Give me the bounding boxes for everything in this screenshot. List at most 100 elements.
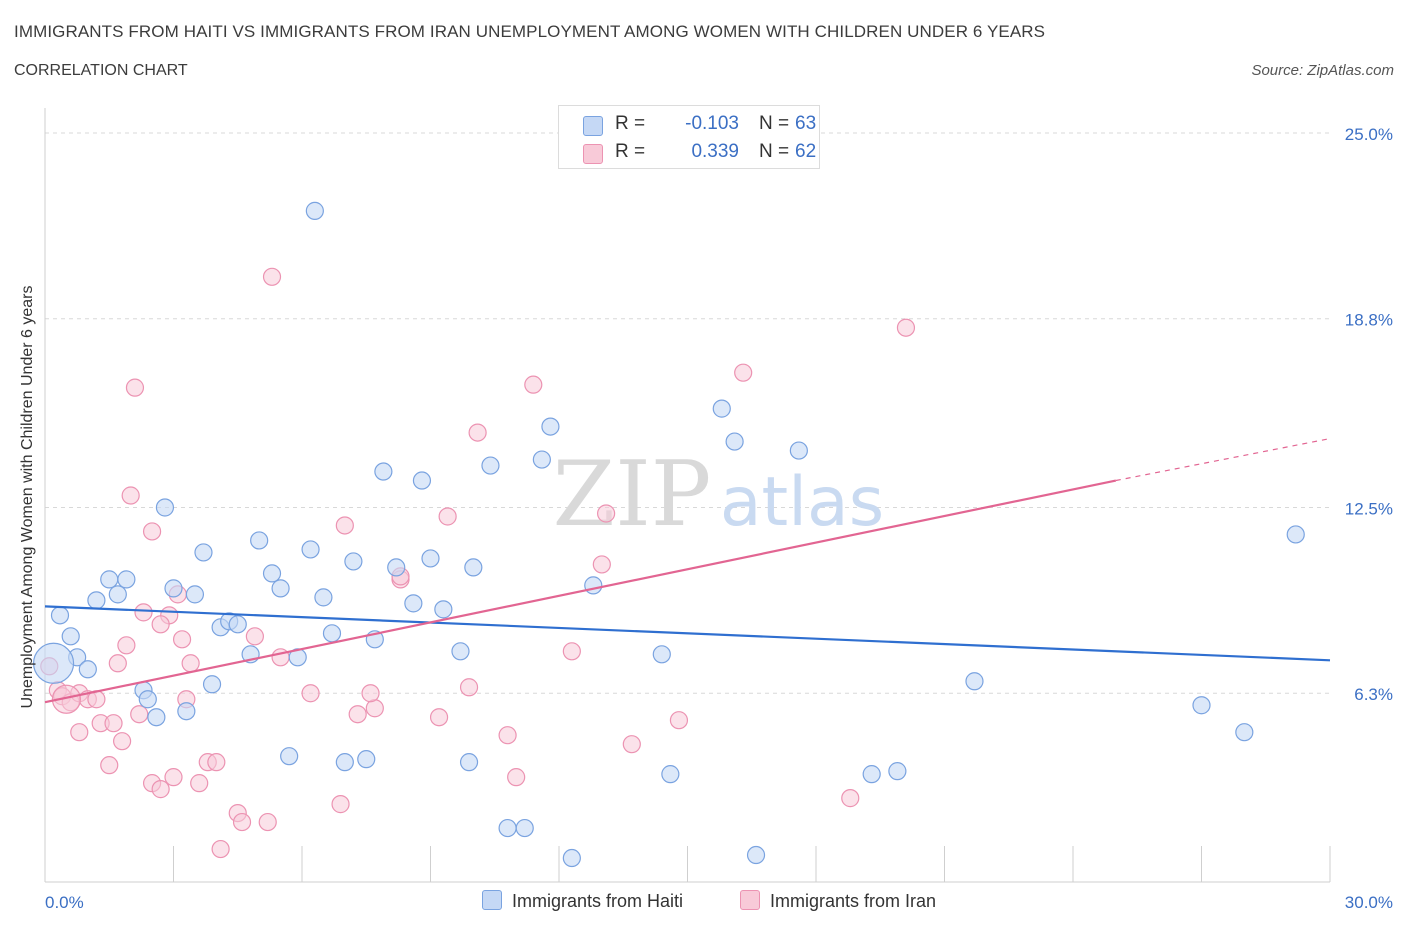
iran-trend-line <box>44 479 1117 704</box>
haiti-point <box>335 753 354 772</box>
haiti-point <box>421 549 440 568</box>
correlation-legend: R = -0.103 N = 63 R = 0.339 N = 62 <box>558 105 820 169</box>
iran-point <box>896 318 916 337</box>
chart-title: IMMIGRANTS FROM HAITI VS IMMIGRANTS FROM… <box>14 22 1046 41</box>
iran-point <box>361 684 380 703</box>
iran-point <box>211 839 230 859</box>
iran-point <box>734 363 753 382</box>
haiti-point <box>147 708 166 727</box>
haiti-point <box>228 615 247 634</box>
source-label: Source: ZipAtlas.com <box>1251 62 1394 79</box>
haiti-point <box>1286 525 1305 544</box>
haiti-point <box>280 747 299 766</box>
y-tick-label: 12.5% <box>1345 499 1393 518</box>
haiti-point <box>155 498 175 517</box>
iran-point <box>335 516 354 535</box>
iran-point <box>117 636 136 655</box>
iran-point <box>562 642 581 661</box>
haiti-point <box>164 579 183 598</box>
iran-point <box>190 774 209 793</box>
haiti-point <box>562 848 581 868</box>
iran-point <box>622 735 641 754</box>
iran-point <box>841 789 860 808</box>
haiti-point <box>661 765 680 784</box>
iran-point <box>245 627 264 646</box>
iran-legend-label: Immigrants from Iran <box>770 891 937 911</box>
haiti-point <box>652 645 671 664</box>
haiti-point <box>459 753 479 772</box>
haiti-point <box>185 585 205 604</box>
haiti-point <box>862 765 881 784</box>
haiti-trend-line <box>44 605 1331 662</box>
iran-point <box>301 684 320 703</box>
iran-point <box>348 705 367 724</box>
haiti-point <box>1235 723 1254 742</box>
haiti-point <box>87 591 106 610</box>
axes <box>44 108 1331 883</box>
iran-point <box>151 615 170 634</box>
iran-point <box>429 708 449 727</box>
haiti-point <box>374 462 393 481</box>
haiti-legend-label: Immigrants from Haiti <box>512 891 684 911</box>
trend-lines <box>44 437 1331 704</box>
y-axis-label: Unemployment Among Women with Children U… <box>19 285 36 709</box>
bottom-legend-haiti: Immigrants from Haiti <box>482 890 683 912</box>
iran-legend-swatch <box>740 890 760 910</box>
haiti-point <box>541 417 560 436</box>
iran-point <box>112 732 132 751</box>
haiti-point <box>404 594 423 613</box>
haiti-point <box>464 558 483 577</box>
haiti-point <box>138 690 157 709</box>
haiti-points <box>32 201 1305 868</box>
iran-point <box>438 507 457 526</box>
iran-point <box>104 714 123 733</box>
bottom-legend-iran: Immigrants from Iran <box>740 890 936 912</box>
iran-n-value: 62 <box>795 141 817 162</box>
iran-point <box>164 768 183 787</box>
iran-point <box>207 753 226 772</box>
haiti-n-value: 63 <box>795 113 817 134</box>
x-tick-label: 0.0% <box>45 893 84 912</box>
haiti-point <box>451 642 470 661</box>
haiti-point <box>412 471 432 490</box>
grid-lines <box>45 132 1330 694</box>
haiti-point <box>789 441 808 460</box>
watermark-zip: ZIP <box>553 442 712 547</box>
haiti-point <box>357 750 376 769</box>
iran-trend-extension <box>1115 437 1331 482</box>
n-label: N = <box>759 113 790 134</box>
haiti-point <box>387 558 406 577</box>
chart-subtitle: CORRELATION CHART <box>14 62 188 79</box>
iran-point <box>108 654 127 673</box>
iran-point <box>262 267 282 286</box>
r-label: R = <box>615 113 646 134</box>
haiti-r-value: -0.103 <box>685 113 739 134</box>
iran-point <box>172 630 192 649</box>
haiti-point <box>532 450 551 469</box>
iran-point <box>125 378 145 397</box>
watermark: ZIP atlas <box>553 442 884 547</box>
haiti-point <box>314 588 333 607</box>
iran-point <box>142 522 162 541</box>
iran-point <box>459 678 479 697</box>
haiti-point <box>481 456 500 475</box>
haiti-legend-swatch <box>482 890 502 910</box>
iran-point <box>597 504 616 523</box>
haiti-point <box>305 201 324 220</box>
haiti-point <box>725 432 744 451</box>
haiti-point <box>117 570 136 589</box>
iran-point <box>498 726 517 745</box>
n-label: N = <box>759 141 790 162</box>
x-tick-label: 30.0% <box>1345 893 1393 912</box>
iran-point <box>181 654 200 673</box>
iran-point <box>524 375 543 394</box>
haiti-point <box>322 624 342 643</box>
watermark-atlas: atlas <box>720 463 884 542</box>
iran-point <box>134 603 153 622</box>
iran-point <box>507 768 526 787</box>
haiti-point <box>194 543 213 562</box>
haiti-point <box>61 627 80 646</box>
haiti-point <box>262 564 282 583</box>
iran-point <box>232 812 252 832</box>
